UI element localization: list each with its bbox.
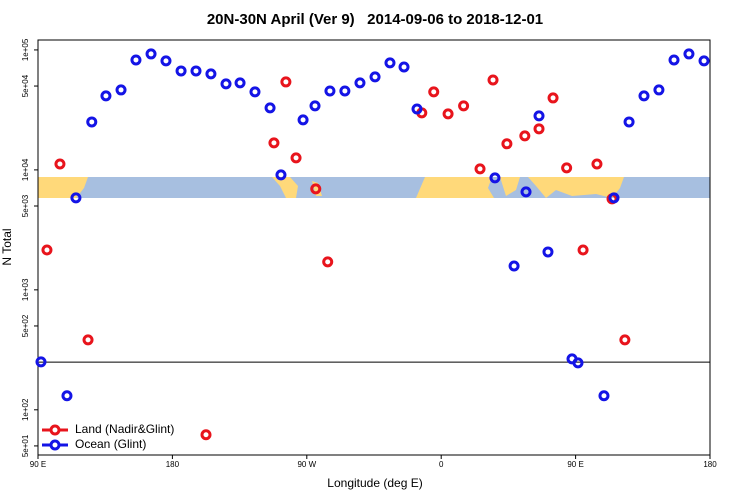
point: [35, 356, 47, 368]
point: [623, 116, 635, 128]
x-tick-label: 90 E: [567, 460, 583, 469]
y-tick-label: 1e+05: [21, 38, 30, 61]
point: [130, 54, 142, 66]
legend-marker: [49, 439, 61, 451]
point: [487, 74, 499, 86]
point: [489, 172, 501, 184]
point: [398, 61, 410, 73]
point: [234, 77, 246, 89]
y-axis-label: N Total: [0, 228, 14, 265]
point: [519, 130, 531, 142]
legend-label: Ocean (Glint): [75, 437, 146, 451]
point: [175, 65, 187, 77]
point: [322, 256, 334, 268]
point: [324, 85, 336, 97]
point: [619, 334, 631, 346]
point: [577, 244, 589, 256]
x-tick-label: 0: [439, 460, 444, 469]
point: [205, 68, 217, 80]
point: [190, 65, 202, 77]
point: [698, 55, 710, 67]
y-tick-label: 5e+03: [21, 194, 30, 217]
point: [41, 244, 53, 256]
point: [268, 137, 280, 149]
point: [638, 90, 650, 102]
point: [309, 100, 321, 112]
point: [508, 260, 520, 272]
point: [572, 357, 584, 369]
point: [547, 92, 559, 104]
point: [561, 162, 573, 174]
point: [591, 158, 603, 170]
y-tick-label: 1e+03: [21, 278, 30, 301]
legend-label: Land (Nadir&Glint): [75, 422, 174, 436]
point: [310, 183, 322, 195]
point: [653, 84, 665, 96]
legend-marker: [49, 424, 61, 436]
point: [264, 102, 276, 114]
point: [384, 57, 396, 69]
point: [86, 116, 98, 128]
point: [474, 163, 486, 175]
point: [61, 390, 73, 402]
point: [683, 48, 695, 60]
point: [249, 86, 261, 98]
chart-title: 20N-30N April (Ver 9) 2014-09-06 to 2018…: [207, 11, 543, 28]
point: [501, 138, 513, 150]
point: [275, 169, 287, 181]
point: [369, 71, 381, 83]
point: [533, 110, 545, 122]
y-tick-label: 1e+04: [21, 158, 30, 181]
point: [354, 77, 366, 89]
x-tick-label: 90 E: [30, 460, 46, 469]
y-tick-label: 5e+01: [21, 434, 30, 457]
point: [200, 429, 212, 441]
point: [290, 152, 302, 164]
point: [82, 334, 94, 346]
point: [297, 114, 309, 126]
point: [520, 186, 532, 198]
point: [542, 246, 554, 258]
point: [428, 86, 440, 98]
y-tick-label: 5e+04: [21, 74, 30, 97]
point: [598, 390, 610, 402]
point: [145, 48, 157, 60]
x-axis-label: Longitude (deg E): [327, 476, 422, 490]
y-tick-label: 5e+02: [21, 314, 30, 337]
plot-frame: [37, 39, 711, 456]
point: [160, 55, 172, 67]
point: [339, 85, 351, 97]
point: [411, 103, 423, 115]
x-tick-label: 180: [166, 460, 180, 469]
point: [280, 76, 292, 88]
point: [442, 108, 454, 120]
point: [458, 100, 470, 112]
x-tick-label: 90 W: [297, 460, 316, 469]
y-tick-label: 1e+02: [21, 398, 30, 421]
point: [668, 54, 680, 66]
x-tick-label: 180: [703, 460, 717, 469]
point: [608, 192, 620, 204]
point: [220, 78, 232, 90]
point: [115, 84, 127, 96]
point: [70, 192, 82, 204]
point: [54, 158, 66, 170]
point: [533, 123, 545, 135]
point: [100, 90, 112, 102]
